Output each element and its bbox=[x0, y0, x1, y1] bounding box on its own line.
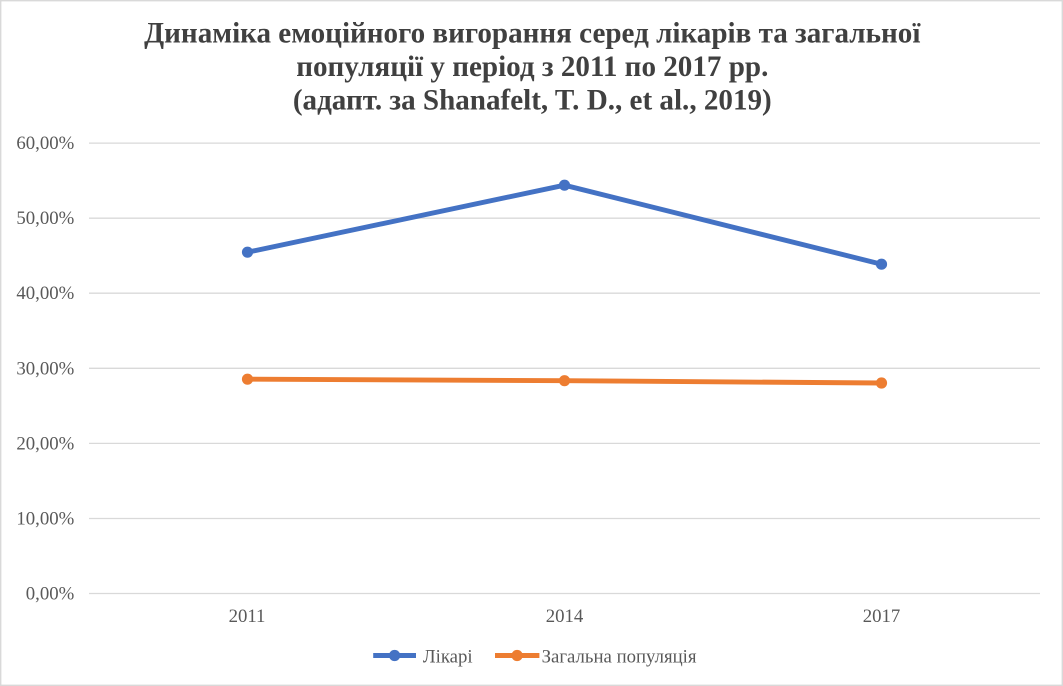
svg-text:Динаміка емоційного вигорання: Динаміка емоційного вигорання серед ліка… bbox=[144, 18, 921, 50]
svg-text:40,00%: 40,00% bbox=[16, 283, 74, 304]
svg-text:(адапт. за Shanafelt, T. D., e: (адапт. за Shanafelt, T. D., et al., 201… bbox=[293, 85, 772, 117]
svg-text:2011: 2011 bbox=[229, 606, 266, 627]
svg-text:30,00%: 30,00% bbox=[16, 358, 74, 379]
svg-text:20,00%: 20,00% bbox=[16, 433, 74, 454]
svg-text:популяції у період з 2011 по 2: популяції у період з 2011 по 2017 рр. bbox=[296, 51, 768, 83]
svg-text:2014: 2014 bbox=[546, 606, 584, 627]
svg-text:0,00%: 0,00% bbox=[26, 584, 75, 605]
svg-text:50,00%: 50,00% bbox=[16, 208, 74, 229]
svg-text:60,00%: 60,00% bbox=[16, 133, 74, 154]
svg-text:Лікарі: Лікарі bbox=[423, 646, 473, 667]
svg-text:2017: 2017 bbox=[863, 606, 901, 627]
svg-text:10,00%: 10,00% bbox=[16, 509, 74, 530]
svg-text:Загальна популяція: Загальна популяція bbox=[542, 646, 697, 667]
